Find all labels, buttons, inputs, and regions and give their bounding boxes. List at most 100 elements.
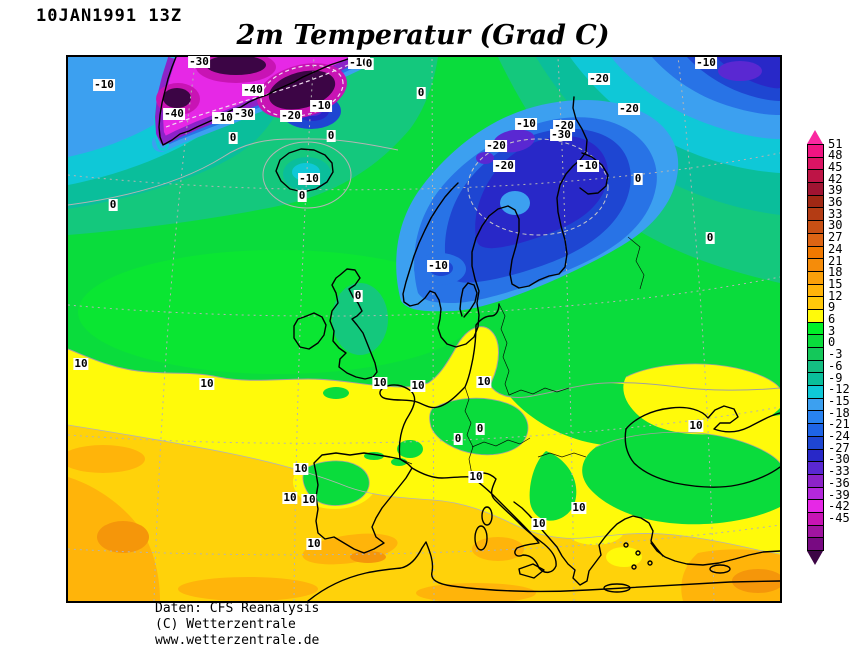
contour-label: -10 [515, 117, 537, 130]
contour-label: 10 [688, 419, 704, 432]
contour-label: -30 [188, 55, 210, 68]
contour-label: 0 [453, 432, 463, 445]
contour-label: -20 [280, 109, 302, 122]
legend-value: -3 [828, 347, 843, 362]
contour-lines [68, 138, 780, 555]
contour-label: -30 [550, 128, 572, 141]
legend-box [808, 511, 823, 525]
legend-box [808, 486, 823, 500]
legend-value: 36 [828, 195, 843, 209]
legend-box [808, 499, 823, 512]
contour-label: 0 [353, 289, 363, 302]
legend-box [808, 537, 823, 550]
contour-label: 10 [301, 493, 317, 506]
attribution: Daten: CFS Reanalysis (C) Wetterzentrale… [155, 601, 319, 649]
legend-value: 12 [828, 288, 843, 303]
legend-value: -9 [828, 370, 843, 385]
legend-value: -27 [828, 440, 850, 455]
legend-box [808, 385, 823, 398]
legend-box [808, 524, 823, 538]
contour-label: 0 [475, 422, 485, 435]
legend-box [808, 334, 823, 347]
legend-color-column [807, 144, 824, 551]
legend-box [808, 220, 823, 233]
legend-value: 24 [828, 241, 843, 256]
legend-value: 27 [828, 230, 843, 245]
contour-label: 10 [571, 501, 587, 514]
legend-box [808, 347, 823, 360]
contour-label: -10 [93, 78, 115, 91]
contour-label: -20 [588, 72, 610, 85]
legend-value: 0 [828, 335, 836, 350]
map-datetime: 10JAN1991 13Z [36, 6, 183, 26]
legend-box [808, 461, 823, 474]
legend-value: -21 [828, 417, 850, 432]
page-title: 2m Temperatur (Grad C) [236, 20, 610, 51]
legend-value: -12 [828, 382, 850, 397]
legend-value: -33 [828, 464, 850, 479]
contour-label: -40 [242, 83, 264, 96]
legend-box [808, 410, 823, 424]
legend-value: 48 [828, 148, 843, 163]
legend-value: -36 [828, 475, 850, 490]
contour-label: 10 [293, 462, 309, 475]
contour-label: 10 [306, 537, 322, 550]
legend-box [808, 144, 823, 157]
legend-value: -6 [828, 358, 843, 373]
temperature-map: -30 -10 0 -10 -20 -10 -40 0 -10 -20 -40 -30 -20 -10 -1… [66, 55, 782, 603]
contour-label: 0 [633, 172, 643, 185]
contour-label: 0 [705, 231, 715, 244]
legend-value: 15 [828, 276, 843, 291]
gridlines [68, 57, 780, 601]
legend-arrow-down-icon [807, 551, 823, 565]
contour-label: 10 [410, 379, 426, 392]
legend-box [808, 270, 823, 284]
contour-label: 10 [372, 376, 388, 389]
legend-box [808, 283, 823, 297]
legend-value: 39 [828, 183, 843, 198]
contour-label: 10 [531, 517, 547, 530]
contour-label: -10 [427, 259, 449, 272]
legend-box [808, 194, 823, 208]
legend-box [808, 359, 823, 373]
legend-value: 6 [828, 312, 836, 326]
contour-label: 0 [297, 189, 307, 202]
contour-label: 0 [416, 86, 426, 99]
legend-box [808, 448, 823, 462]
attribution-url: www.wetterzentrale.de [155, 633, 320, 648]
contour-label: 10 [282, 491, 298, 504]
contour-label-layer: -30 -10 0 -10 -20 -10 -40 0 -10 -20 -40 -30 -20 -10 -1… [68, 55, 780, 601]
contour-label: -20 [485, 139, 507, 152]
contour-label: -10 [310, 99, 332, 112]
legend-box [808, 258, 823, 271]
contour-label: 10 [199, 377, 215, 390]
legend-value: -24 [828, 429, 850, 443]
contour-label: 0 [326, 129, 336, 142]
legend-arrow-up-icon [807, 130, 823, 144]
legend-value: 3 [828, 323, 836, 338]
contour-label: -10 [212, 111, 234, 124]
contour-label: -10 [298, 172, 320, 185]
warm-region [68, 326, 780, 601]
legend-box [808, 245, 823, 259]
legend-box [808, 397, 823, 411]
legend-value: -30 [828, 452, 850, 467]
contour-label: -20 [493, 159, 515, 172]
legend-value: -42 [828, 499, 850, 514]
contour-label: -10 [348, 56, 370, 69]
legend-value: -45 [828, 510, 850, 525]
legend-value: 21 [828, 253, 843, 268]
contour-label: 10 [476, 375, 492, 388]
legend-box [808, 423, 823, 436]
contour-label: -20 [618, 102, 640, 115]
contour-label: -40 [163, 107, 185, 120]
legend-box [808, 207, 823, 221]
legend-value: 33 [828, 206, 843, 221]
legend-box [808, 169, 823, 183]
contour-label: 0 [228, 131, 238, 144]
legend-value: 18 [828, 265, 843, 280]
legend-box [808, 156, 823, 170]
attribution-data-source: Daten: CFS Reanalysis [155, 601, 320, 616]
legend-box [808, 308, 823, 322]
